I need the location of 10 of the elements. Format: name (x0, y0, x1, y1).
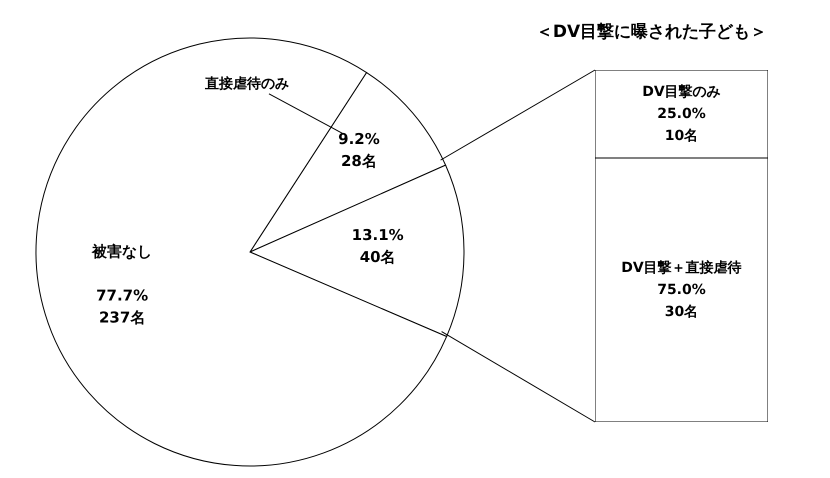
data-label: 75.0% 30名 (657, 282, 706, 320)
slice-label: 直接虐待のみ (204, 74, 289, 92)
series-label: DV目撃のみ (642, 84, 721, 100)
chart-title: ＜DV目撃に曝された子ども＞ (534, 21, 768, 44)
data-label: 25.0% 10名 (657, 106, 706, 144)
data-label: 13.1% 40名 (352, 226, 404, 266)
data-label: 9.2% 28名 (338, 130, 380, 170)
data-label: 77.7% 237名 (96, 286, 148, 326)
series-label: DV目撃＋直接虐待 (621, 259, 742, 276)
slice-label: 被害なし (91, 242, 152, 260)
